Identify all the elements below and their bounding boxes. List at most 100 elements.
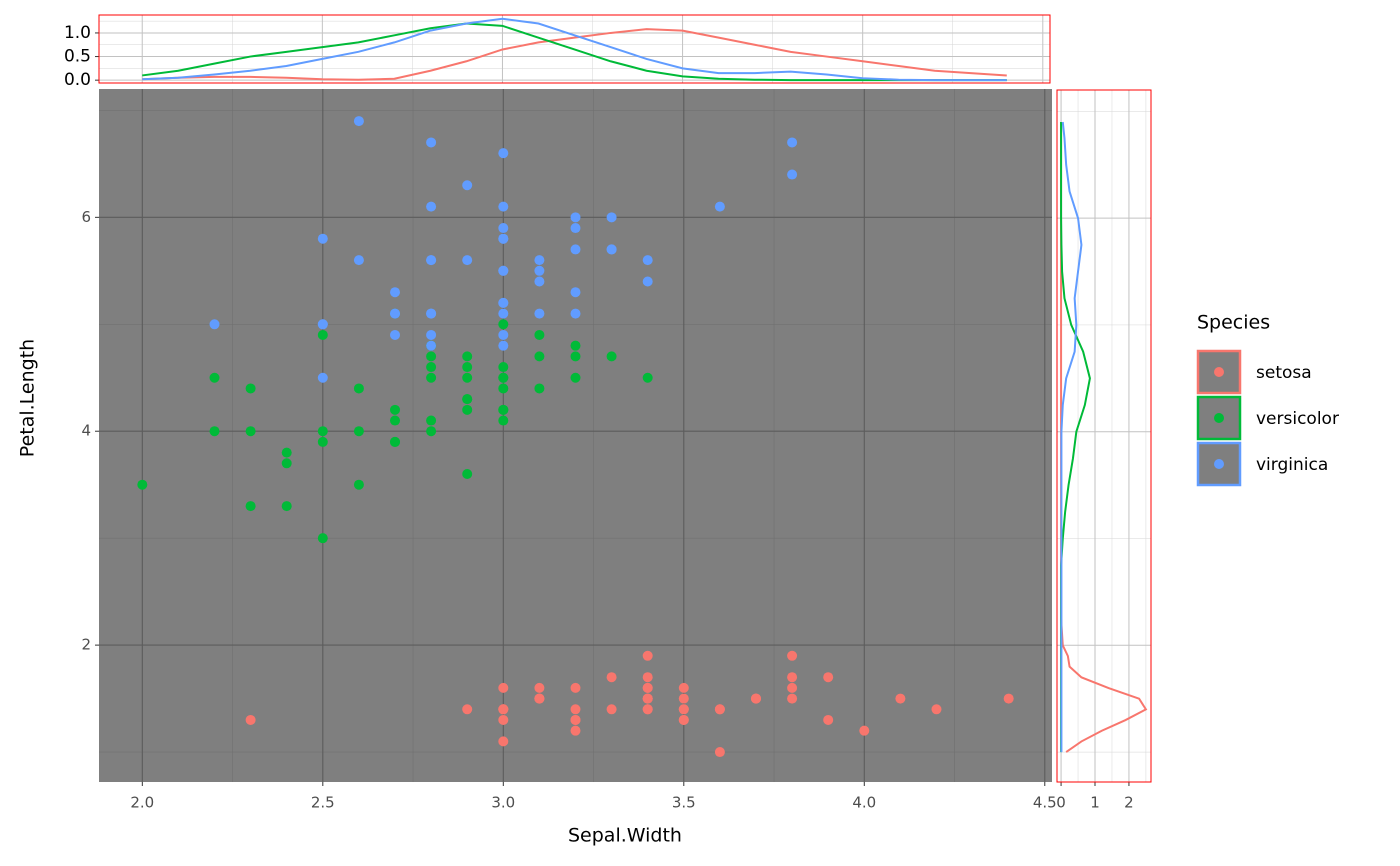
panel-border	[98, 14, 1051, 84]
point	[390, 415, 401, 426]
point	[642, 693, 653, 704]
point	[426, 340, 437, 351]
point	[498, 223, 509, 234]
point	[1003, 693, 1014, 704]
point	[642, 276, 653, 287]
point	[245, 714, 256, 725]
y-tick-label: 0.0	[64, 70, 91, 90]
point	[606, 704, 617, 715]
x-tick-label: 3.0	[491, 794, 515, 812]
point	[317, 436, 328, 447]
point	[498, 372, 509, 383]
point	[642, 255, 653, 266]
point	[570, 223, 581, 234]
point	[281, 447, 292, 458]
point	[498, 340, 509, 351]
point	[209, 426, 220, 437]
point	[317, 319, 328, 330]
point	[317, 372, 328, 383]
point	[534, 308, 545, 319]
point	[498, 736, 509, 747]
density-line	[142, 22, 1007, 82]
point	[534, 383, 545, 394]
point	[534, 265, 545, 276]
point	[498, 319, 509, 330]
point	[498, 404, 509, 415]
point	[390, 404, 401, 415]
point	[606, 672, 617, 683]
y-axis-title: Petal.Length	[17, 339, 39, 457]
point	[570, 308, 581, 319]
point	[534, 682, 545, 693]
legend-title: Species	[1197, 312, 1270, 334]
point	[426, 351, 437, 362]
point	[498, 383, 509, 394]
point	[642, 650, 653, 661]
point	[823, 672, 834, 683]
point	[317, 329, 328, 340]
point	[317, 233, 328, 244]
x-axis-title: Sepal.Width	[568, 825, 682, 847]
legend-label: versicolor	[1256, 409, 1339, 429]
point	[462, 372, 473, 383]
point	[353, 255, 364, 266]
point	[787, 169, 798, 180]
point	[498, 714, 509, 725]
y-tick-label: 2	[81, 636, 91, 654]
point	[714, 704, 725, 715]
point	[390, 308, 401, 319]
point	[245, 501, 256, 512]
density-line	[142, 17, 1007, 82]
point	[642, 682, 653, 693]
point	[534, 693, 545, 704]
x-tick-label: 1	[1090, 794, 1100, 812]
x-tick-label: 4.5	[1033, 794, 1057, 812]
point	[570, 212, 581, 223]
point	[570, 287, 581, 298]
point	[390, 436, 401, 447]
point	[498, 329, 509, 340]
point	[498, 201, 509, 212]
legend-label: setosa	[1256, 363, 1312, 383]
density-line	[142, 28, 1007, 81]
point	[245, 426, 256, 437]
legend-marker	[1214, 367, 1224, 377]
point	[498, 233, 509, 244]
point	[426, 201, 437, 212]
point	[678, 714, 689, 725]
panel-border	[1056, 89, 1152, 783]
point	[534, 276, 545, 287]
point	[426, 426, 437, 437]
point	[281, 458, 292, 469]
point	[570, 351, 581, 362]
point	[498, 704, 509, 715]
x-tick-label: 3.5	[672, 794, 696, 812]
point	[353, 383, 364, 394]
point	[426, 137, 437, 148]
point	[462, 469, 473, 479]
point	[642, 372, 653, 383]
y-tick-label: 1.0	[64, 23, 91, 43]
point	[859, 725, 870, 736]
point	[317, 426, 328, 437]
point	[137, 479, 148, 490]
point	[570, 714, 581, 725]
point	[714, 201, 725, 212]
point	[317, 533, 328, 544]
point	[714, 747, 725, 758]
panel-background	[1057, 90, 1151, 782]
point	[787, 693, 798, 704]
y-tick-label: 6	[81, 208, 91, 226]
panel-background	[99, 89, 1052, 782]
point	[678, 682, 689, 693]
point	[642, 704, 653, 715]
point	[353, 426, 364, 437]
point	[678, 693, 689, 704]
point	[534, 329, 545, 340]
point	[606, 351, 617, 362]
point	[209, 372, 220, 383]
y-tick-label: 0.5	[64, 47, 91, 67]
point	[462, 180, 473, 191]
x-tick-label: 2	[1124, 794, 1134, 812]
